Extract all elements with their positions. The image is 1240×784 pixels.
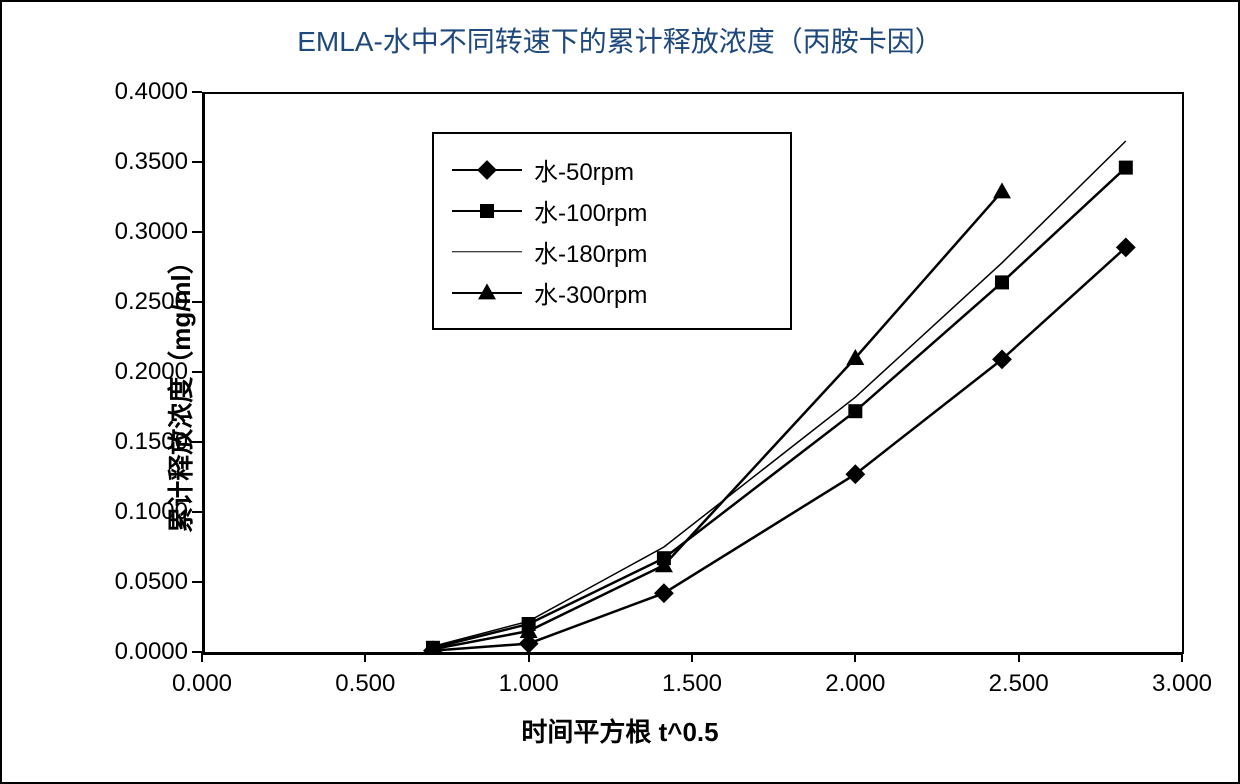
x-tick-label: 1.000 <box>499 670 559 698</box>
x-axis-title: 时间平方根 t^0.5 <box>2 712 1238 749</box>
y-tick-mark <box>192 161 202 163</box>
legend-label: 水-300rpm <box>534 275 647 310</box>
legend-item-50rpm: 水-50rpm <box>452 152 772 187</box>
y-tick-label: 0.0500 <box>115 568 188 596</box>
series-marker <box>993 182 1011 198</box>
x-tick-mark <box>1018 652 1020 662</box>
legend-item-300rpm: 水-300rpm <box>452 275 772 310</box>
legend-item-100rpm: 水-100rpm <box>452 193 772 228</box>
legend-marker-square <box>452 201 522 221</box>
series-marker <box>995 275 1009 289</box>
y-tick-label: 0.4000 <box>115 78 188 106</box>
series-marker <box>654 583 674 603</box>
x-tick-mark <box>854 652 856 662</box>
x-tick-mark <box>201 652 203 662</box>
y-axis-title: 累计释放浓度（mg/ml） <box>161 248 198 533</box>
y-tick-label: 0.3500 <box>115 148 188 176</box>
x-tick-mark <box>364 652 366 662</box>
legend-marker-triangle <box>452 283 522 303</box>
legend-marker-diamond <box>452 160 522 180</box>
y-tick-mark <box>192 91 202 93</box>
y-tick-label: 0.3000 <box>115 218 188 246</box>
y-tick-mark <box>192 231 202 233</box>
x-tick-mark <box>528 652 530 662</box>
chart-container: EMLA-水中不同转速下的累计释放浓度（丙胺卡因） 0.0000 0.0500 0.… <box>0 0 1240 784</box>
legend-label: 水-50rpm <box>534 152 634 187</box>
x-tick-label: 1.500 <box>662 670 722 698</box>
x-tick-label: 2.500 <box>989 670 1049 698</box>
x-tick-label: 0.000 <box>172 670 232 698</box>
legend-item-180rpm: 水-180rpm <box>452 234 772 269</box>
legend-marker-line <box>452 242 522 262</box>
legend-label: 水-100rpm <box>534 193 647 228</box>
y-tick-label: 0.0000 <box>115 638 188 666</box>
chart-title: EMLA-水中不同转速下的累计释放浓度（丙胺卡因） <box>2 20 1238 60</box>
legend: 水-50rpm 水-100rpm 水-180rpm 水-300rpm <box>432 132 792 330</box>
x-tick-label: 2.000 <box>825 670 885 698</box>
x-tick-mark <box>691 652 693 662</box>
series-marker <box>1119 161 1133 175</box>
x-tick-mark <box>1181 652 1183 662</box>
x-tick-label: 3.000 <box>1152 670 1212 698</box>
legend-label: 水-180rpm <box>534 234 647 269</box>
series-marker <box>848 404 862 418</box>
x-tick-label: 0.500 <box>335 670 395 698</box>
y-tick-mark <box>192 581 202 583</box>
